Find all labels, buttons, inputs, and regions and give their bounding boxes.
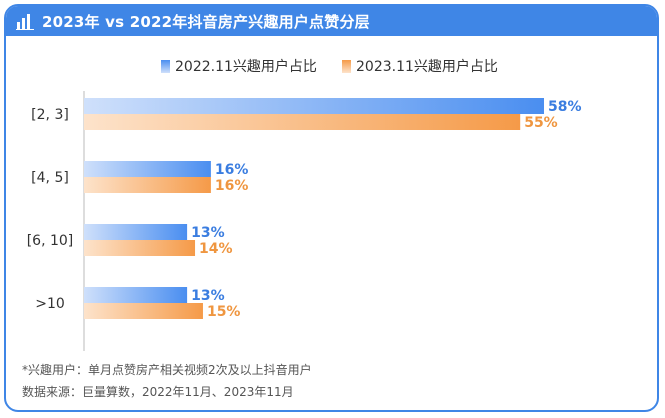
legend-label-2022: 2022.11兴趣用户占比 [175,58,317,75]
chart-card: 2023年 vs 2022年抖音房产兴趣用户点赞分层 2022.11兴趣用户占比… [4,4,659,412]
bar-2023 [84,177,211,193]
data-label-2023: 55% [524,115,558,131]
title-bar: 2023年 vs 2022年抖音房产兴趣用户点赞分层 [6,6,657,36]
footnote-source: 数据来源：巨量算数，2022年11月、2023年11月 [22,385,294,399]
data-label-2023: 14% [199,241,233,257]
bar-2022 [84,287,188,303]
bar-2022 [84,98,544,114]
category-label: >10 [35,296,65,312]
data-label-2022: 58% [548,99,582,115]
legend-swatch-2022 [161,60,170,73]
data-label-2022: 13% [191,225,225,241]
footnote-definition: *兴趣用户：单月点赞房产相关视频2次及以上抖音用户 [22,363,312,377]
bar-2023 [84,303,203,319]
bar-2023 [84,114,521,130]
bar-2022 [84,161,211,177]
category-label: [2, 3] [31,107,69,123]
data-label-2022: 16% [215,162,249,178]
bar-2023 [84,240,196,256]
bar-2022 [84,224,188,240]
category-label: [4, 5] [31,170,69,186]
bar-chart-icon [16,14,34,30]
data-label-2023: 15% [207,304,241,320]
legend-label-2023: 2023.11兴趣用户占比 [356,58,498,75]
chart-title: 2023年 vs 2022年抖音房产兴趣用户点赞分层 [42,12,370,31]
data-label-2022: 13% [191,288,225,304]
legend-swatch-2023 [342,60,351,73]
bar-chart: 2022.11兴趣用户占比 2023.11兴趣用户占比 [2, 3] 58%55% [4… [27,58,582,351]
category-label: [6, 10] [27,233,74,249]
data-label-2023: 16% [215,178,249,194]
